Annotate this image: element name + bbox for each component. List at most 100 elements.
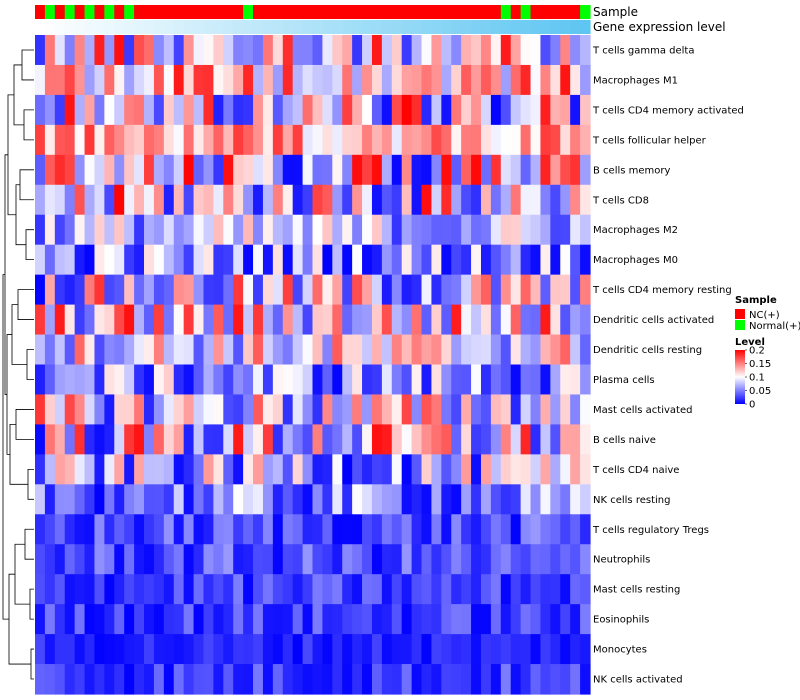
heatmap-cell (163, 514, 175, 545)
heatmap-cell (243, 184, 254, 216)
heatmap-cell (233, 35, 244, 66)
dendrogram-branch (7, 94, 16, 216)
heatmap-cell (193, 214, 205, 246)
heatmap-cell (391, 484, 403, 515)
heatmap-cell (262, 35, 274, 66)
heatmap-cell (114, 244, 125, 276)
heatmap-cell (490, 424, 502, 455)
heatmap-cell (223, 394, 234, 426)
heatmap-cell (480, 94, 492, 126)
heatmap-cell (362, 334, 373, 366)
heatmap-cell (134, 124, 145, 156)
heatmap-cell (362, 574, 373, 605)
heatmap-cell (371, 664, 383, 695)
sample-cell-53 (560, 5, 571, 19)
legend: Sample NC(+) Normal(+) Level 0.2 0.15 0.1 0… (735, 295, 800, 411)
heatmap-cell (124, 424, 135, 455)
heatmap-cell (203, 304, 214, 336)
heatmap-cell (144, 274, 155, 306)
heatmap-cell (421, 424, 433, 455)
sample-cell-36 (391, 5, 403, 19)
heatmap-cell (461, 274, 472, 306)
heatmap-cell (183, 604, 195, 635)
heatmap-cell (471, 274, 482, 306)
heatmap-cell (163, 664, 175, 695)
heatmap-cell (451, 574, 462, 605)
heatmap-cell (362, 484, 373, 515)
heatmap-cell (223, 514, 234, 545)
heatmap-cell (471, 244, 482, 276)
heatmap-cell (153, 334, 165, 366)
heatmap-cell (84, 244, 96, 276)
heatmap-cell (540, 514, 551, 545)
heatmap-cell (391, 394, 403, 426)
heatmap-cell (282, 574, 294, 605)
heatmap-cell (322, 334, 333, 366)
row-label: T cells gamma delta (592, 45, 694, 56)
heatmap-cell (471, 604, 482, 635)
sample-cell-35 (381, 5, 393, 19)
heatmap-cell (193, 664, 205, 695)
heatmap-cell (84, 64, 96, 96)
heatmap-cell (54, 544, 66, 575)
heatmap-cell (540, 124, 551, 156)
heatmap-cell (510, 244, 522, 276)
heatmap-cell (213, 454, 224, 485)
heatmap-cell (520, 244, 532, 276)
heatmap-cell (560, 64, 571, 96)
expression-cell-33 (362, 20, 373, 34)
heatmap-cell (35, 124, 46, 156)
heatmap-cell (163, 574, 175, 605)
heatmap-cell (302, 514, 314, 545)
row-label: NK cells activated (593, 675, 683, 686)
expression-cell-9 (124, 20, 135, 34)
heatmap-cell (144, 64, 155, 96)
heatmap-cell (401, 574, 413, 605)
expression-cell-51 (540, 20, 551, 34)
heatmap-cell (272, 574, 284, 605)
heatmap-cell (213, 334, 224, 366)
heatmap-cell (342, 124, 353, 156)
sample-cell-4 (74, 5, 86, 19)
heatmap-cell (322, 154, 333, 186)
heatmap-cell (342, 544, 353, 575)
heatmap-cell (233, 184, 244, 216)
expression-cell-12 (153, 20, 165, 34)
heatmap-cell (411, 94, 423, 126)
heatmap-cell (520, 484, 532, 515)
heatmap-cell (223, 574, 234, 605)
heatmap-cell (243, 544, 254, 575)
heatmap-cell (262, 64, 274, 96)
heatmap-cell (342, 94, 353, 126)
heatmap-cell (84, 634, 96, 665)
heatmap-cell (570, 364, 581, 396)
heatmap-cell (510, 604, 522, 635)
heatmap-cell (322, 604, 333, 635)
heatmap-cell (371, 604, 383, 635)
expression-cell-25 (282, 20, 294, 34)
heatmap-cell (153, 364, 165, 396)
heatmap-cell (163, 424, 175, 455)
heatmap-cell (292, 544, 304, 575)
heatmap-cell (461, 94, 472, 126)
heatmap-cell (44, 574, 56, 605)
heatmap-cell (352, 214, 363, 246)
heatmap-cell (570, 424, 581, 455)
heatmap-cell (124, 634, 135, 665)
heatmap-cell (391, 664, 403, 695)
heatmap-cell (560, 604, 571, 635)
heatmap-cell (332, 424, 343, 455)
heatmap-cell (391, 244, 403, 276)
heatmap-cell (35, 274, 46, 306)
heatmap-cell (510, 364, 522, 396)
heatmap-cell (570, 454, 581, 485)
heatmap-cell (580, 334, 591, 366)
heatmap-cell (332, 454, 343, 485)
heatmap-cell (451, 94, 462, 126)
heatmap-cell (292, 124, 304, 156)
heatmap-cell (490, 544, 502, 575)
heatmap-cell (44, 184, 56, 216)
heatmap-cell (381, 64, 393, 96)
heatmap-cell (580, 214, 591, 246)
heatmap-cell (530, 35, 542, 66)
